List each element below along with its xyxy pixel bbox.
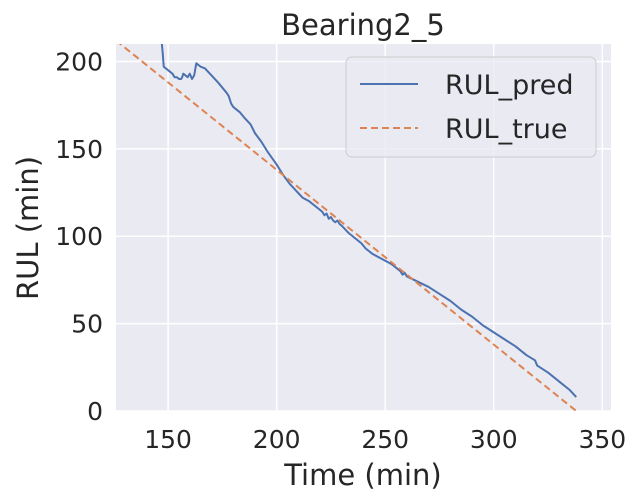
- series-lines: [118, 44, 577, 411]
- legend-box: [345, 56, 597, 158]
- x-tick-label: 350: [578, 425, 626, 454]
- series-line-rul-pred: [160, 44, 577, 398]
- chart-title: Bearing2_5: [281, 8, 445, 42]
- legend-label-rul-true: RUL_true: [445, 114, 567, 145]
- y-tick-label: 200: [55, 47, 103, 76]
- legend-label-rul-pred: RUL_pred: [445, 70, 573, 101]
- x-tick-label: 300: [470, 425, 518, 454]
- x-tick-label: 250: [361, 425, 409, 454]
- y-axis-label: RUL (min): [11, 156, 45, 300]
- y-tick-label: 0: [87, 397, 103, 426]
- y-tick-label: 50: [71, 310, 103, 339]
- y-tick-label: 100: [55, 222, 103, 251]
- x-tick-label: 150: [144, 425, 192, 454]
- x-tick-labels: 150 200 250 300 350: [144, 425, 626, 454]
- x-tick-label: 200: [253, 425, 301, 454]
- y-tick-labels: 0 50 100 150 200: [55, 47, 103, 426]
- legend: RUL_pred RUL_true: [345, 56, 597, 158]
- y-tick-label: 150: [55, 135, 103, 164]
- x-axis-label: Time (min): [283, 458, 442, 492]
